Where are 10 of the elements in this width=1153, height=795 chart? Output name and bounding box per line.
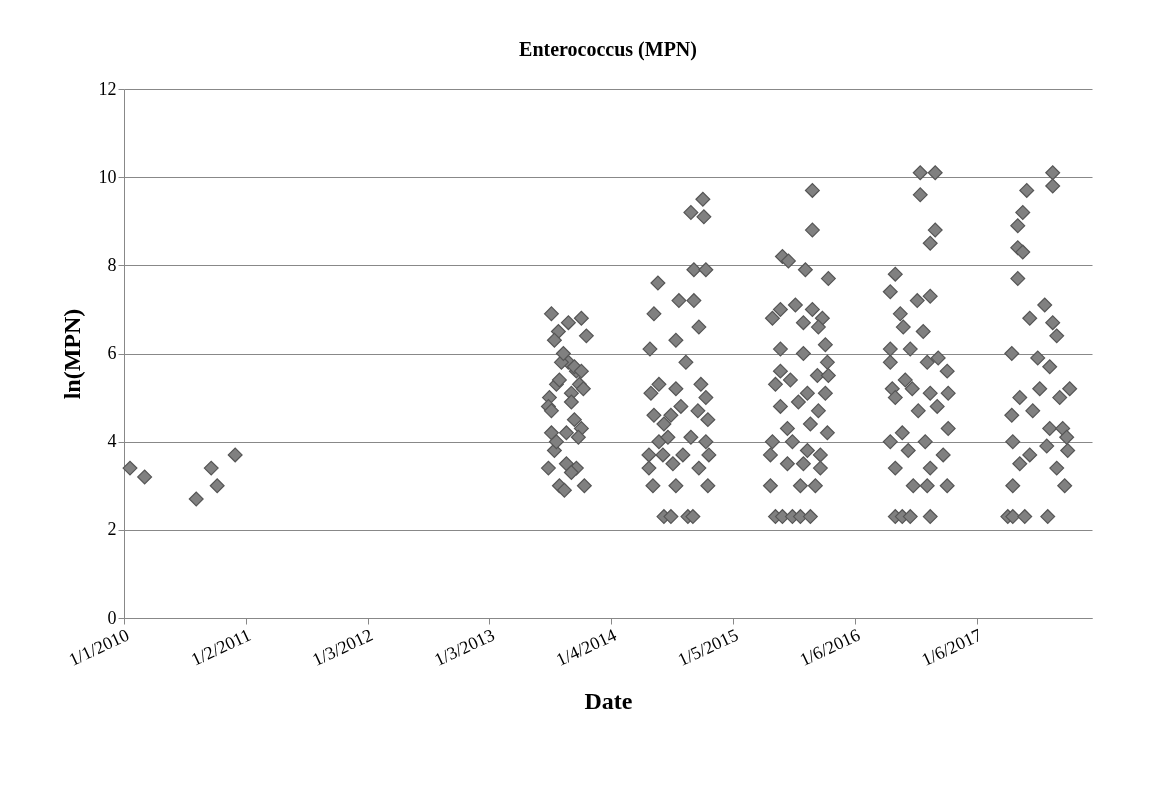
y-tick-label: 0: [107, 607, 117, 628]
y-tick-label: 8: [107, 254, 117, 275]
y-tick-label: 10: [98, 166, 117, 187]
x-axis-title: Date: [584, 687, 633, 714]
y-tick-label: 6: [107, 343, 117, 363]
chart-title: Enterococcus (MPN): [519, 38, 697, 61]
y-tick-label: 12: [98, 78, 117, 99]
y-tick-label: 2: [107, 519, 117, 540]
y-axis-title: ln(MPN): [58, 308, 85, 400]
y-tick-label: 4: [107, 431, 117, 452]
